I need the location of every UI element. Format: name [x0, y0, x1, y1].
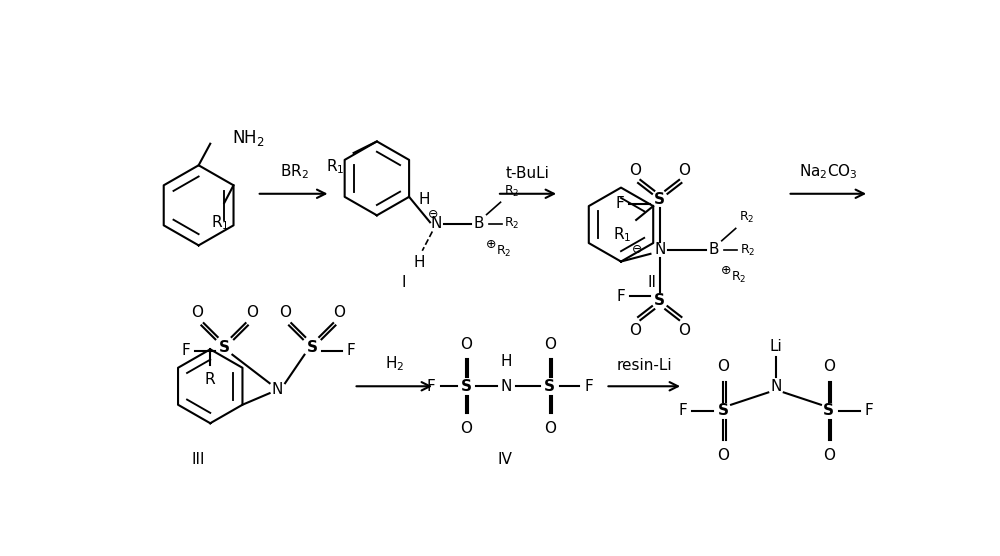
Text: S: S: [654, 192, 665, 207]
Text: F: F: [679, 404, 687, 419]
Text: F: F: [615, 196, 624, 211]
Text: O: O: [192, 305, 204, 320]
Text: O: O: [246, 305, 258, 320]
Text: S: S: [219, 340, 230, 355]
Text: S: S: [307, 340, 318, 355]
Text: O: O: [679, 163, 691, 178]
Text: R$_1$: R$_1$: [326, 157, 344, 176]
Text: H: H: [419, 192, 430, 207]
Text: S: S: [460, 379, 472, 394]
Text: F: F: [865, 404, 873, 419]
Text: $\oplus$: $\oplus$: [720, 264, 731, 277]
Text: O: O: [629, 163, 641, 178]
Text: BR$_2$: BR$_2$: [280, 162, 308, 181]
Text: N: N: [654, 242, 665, 257]
Text: S: S: [654, 292, 665, 307]
Text: R$_1$: R$_1$: [613, 225, 632, 244]
Text: O: O: [544, 336, 556, 351]
Text: O: O: [823, 359, 835, 374]
Text: S: S: [823, 404, 834, 419]
Text: B: B: [709, 242, 719, 257]
Text: $\oplus$: $\oplus$: [485, 237, 496, 251]
Text: F: F: [427, 379, 436, 394]
Text: O: O: [629, 323, 641, 338]
Text: R$_2$: R$_2$: [731, 270, 746, 285]
Text: F: F: [347, 344, 355, 359]
Text: S: S: [544, 379, 555, 394]
Text: Li: Li: [770, 339, 782, 354]
Text: I: I: [402, 275, 406, 290]
Text: F: F: [584, 379, 593, 394]
Text: O: O: [717, 448, 729, 463]
Text: B: B: [474, 216, 484, 231]
Text: H$_2$: H$_2$: [385, 355, 404, 373]
Text: II: II: [648, 275, 656, 290]
Text: S: S: [718, 404, 729, 419]
Text: N: N: [272, 382, 283, 397]
Text: R$_2$: R$_2$: [496, 244, 511, 259]
Text: O: O: [717, 359, 729, 374]
Text: O: O: [544, 421, 556, 436]
Text: H: H: [501, 354, 512, 369]
Text: t-BuLi: t-BuLi: [506, 166, 550, 181]
Text: F: F: [617, 289, 625, 304]
Text: N: N: [431, 216, 442, 231]
Text: R: R: [205, 373, 216, 388]
Text: III: III: [192, 452, 205, 467]
Text: R$_2$: R$_2$: [740, 242, 755, 257]
Text: R$_2$: R$_2$: [504, 184, 519, 199]
Text: $\ominus$: $\ominus$: [631, 244, 643, 256]
Text: N: N: [770, 379, 782, 394]
Text: O: O: [823, 448, 835, 463]
Text: H: H: [413, 255, 425, 270]
Text: O: O: [279, 305, 291, 320]
Text: R$_2$: R$_2$: [504, 216, 520, 231]
Text: $\ominus$: $\ominus$: [427, 208, 438, 221]
Text: O: O: [679, 323, 691, 338]
Text: R$_1$: R$_1$: [211, 214, 230, 232]
Text: IV: IV: [497, 452, 512, 467]
Text: O: O: [333, 305, 345, 320]
Text: F: F: [182, 344, 190, 359]
Text: resin-Li: resin-Li: [616, 358, 672, 373]
Text: O: O: [460, 421, 472, 436]
Text: R$_2$: R$_2$: [739, 210, 754, 225]
Text: NH$_2$: NH$_2$: [232, 127, 265, 147]
Text: N: N: [501, 379, 512, 394]
Text: Na$_2$CO$_3$: Na$_2$CO$_3$: [799, 162, 858, 181]
Text: O: O: [460, 336, 472, 351]
